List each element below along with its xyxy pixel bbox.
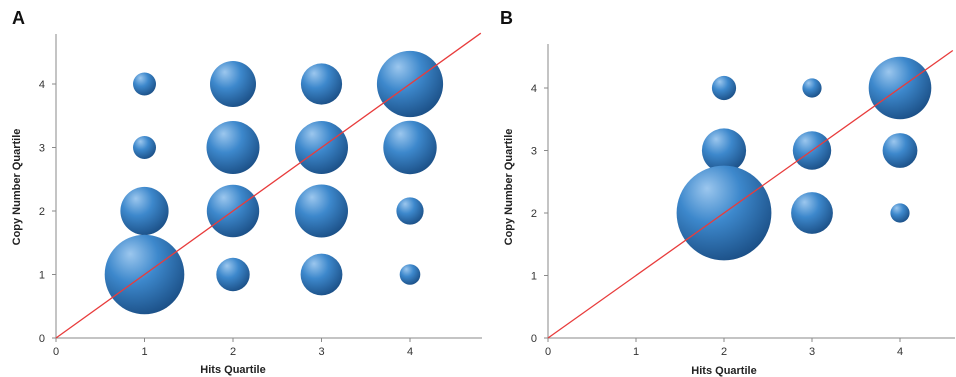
x-tick-label: 3 <box>809 346 815 358</box>
plot-area-b: 0 1 2 3 4 0 1 2 3 4 <box>531 44 955 358</box>
bubble-b-x4-y3 <box>882 133 918 168</box>
bubble-a-x1-y2 <box>120 186 169 236</box>
x-tick-label: 4 <box>897 346 903 358</box>
bubble-a-x1-y4 <box>133 72 156 96</box>
y-tick-label: 3 <box>531 146 537 158</box>
y-tick-label: 2 <box>39 206 45 218</box>
chart-panel-b: B 0 1 2 3 4 0 1 2 3 4 Hits Quartile Copy Number Q… <box>500 8 955 377</box>
y-axis-title-a: Copy Number Quartile <box>11 129 23 246</box>
bubble-a-x3-y4 <box>300 63 343 105</box>
x-tick-label: 2 <box>230 346 236 358</box>
bubble-a-x3-y1 <box>300 253 343 296</box>
y-tick-label: 4 <box>531 83 537 95</box>
bubble-b-x3-y4 <box>802 78 822 98</box>
y-tick-label: 2 <box>531 208 537 220</box>
y-tick-label: 4 <box>39 79 45 91</box>
bubble-a-x3-y2 <box>295 184 348 238</box>
x-tick-label: 1 <box>141 346 147 358</box>
x-axis-title-a: Hits Quartile <box>200 364 265 376</box>
x-tick-label: 4 <box>407 346 413 358</box>
bubble-a-x1-y3 <box>133 136 156 159</box>
bubble-b-x2-y4 <box>711 75 737 101</box>
plot-area-a: 0 1 2 3 4 0 1 2 3 4 <box>39 32 482 358</box>
bubble-a-x4-y3 <box>383 120 437 175</box>
x-axis-title-b: Hits Quartile <box>691 365 756 377</box>
bubble-a-x2-y1 <box>216 257 250 292</box>
x-tick-label: 2 <box>721 346 727 358</box>
x-tick-label: 3 <box>318 346 324 358</box>
bubble-a-x2-y4 <box>210 61 256 107</box>
diagonal-reference-line <box>547 49 954 339</box>
bubble-a-x4-y2 <box>396 197 424 225</box>
bubble-b-x2-y3 <box>701 128 747 173</box>
chart-panel-a: A 0 1 2 3 4 0 1 2 3 4 Hits Quartile Copy Number Q… <box>11 8 482 376</box>
y-tick-label: 1 <box>39 270 45 282</box>
y-tick-label: 3 <box>39 143 45 155</box>
bubble-b-x4-y2 <box>890 203 910 223</box>
panel-label-b: B <box>500 8 513 28</box>
bubble-b-x3-y2 <box>791 192 833 234</box>
y-axis-title-b: Copy Number Quartile <box>503 129 515 246</box>
panel-label-a: A <box>12 8 25 28</box>
x-tick-label: 0 <box>53 346 59 358</box>
y-tick-label: 1 <box>531 271 537 283</box>
x-tick-label: 1 <box>633 346 639 358</box>
bubble-a-x4-y1 <box>399 264 421 285</box>
y-tick-label: 0 <box>531 333 537 345</box>
diagonal-reference-line <box>55 32 482 339</box>
y-tick-label: 0 <box>39 333 45 345</box>
x-tick-label: 0 <box>545 346 551 358</box>
bubble-a-x2-y3 <box>206 121 260 174</box>
